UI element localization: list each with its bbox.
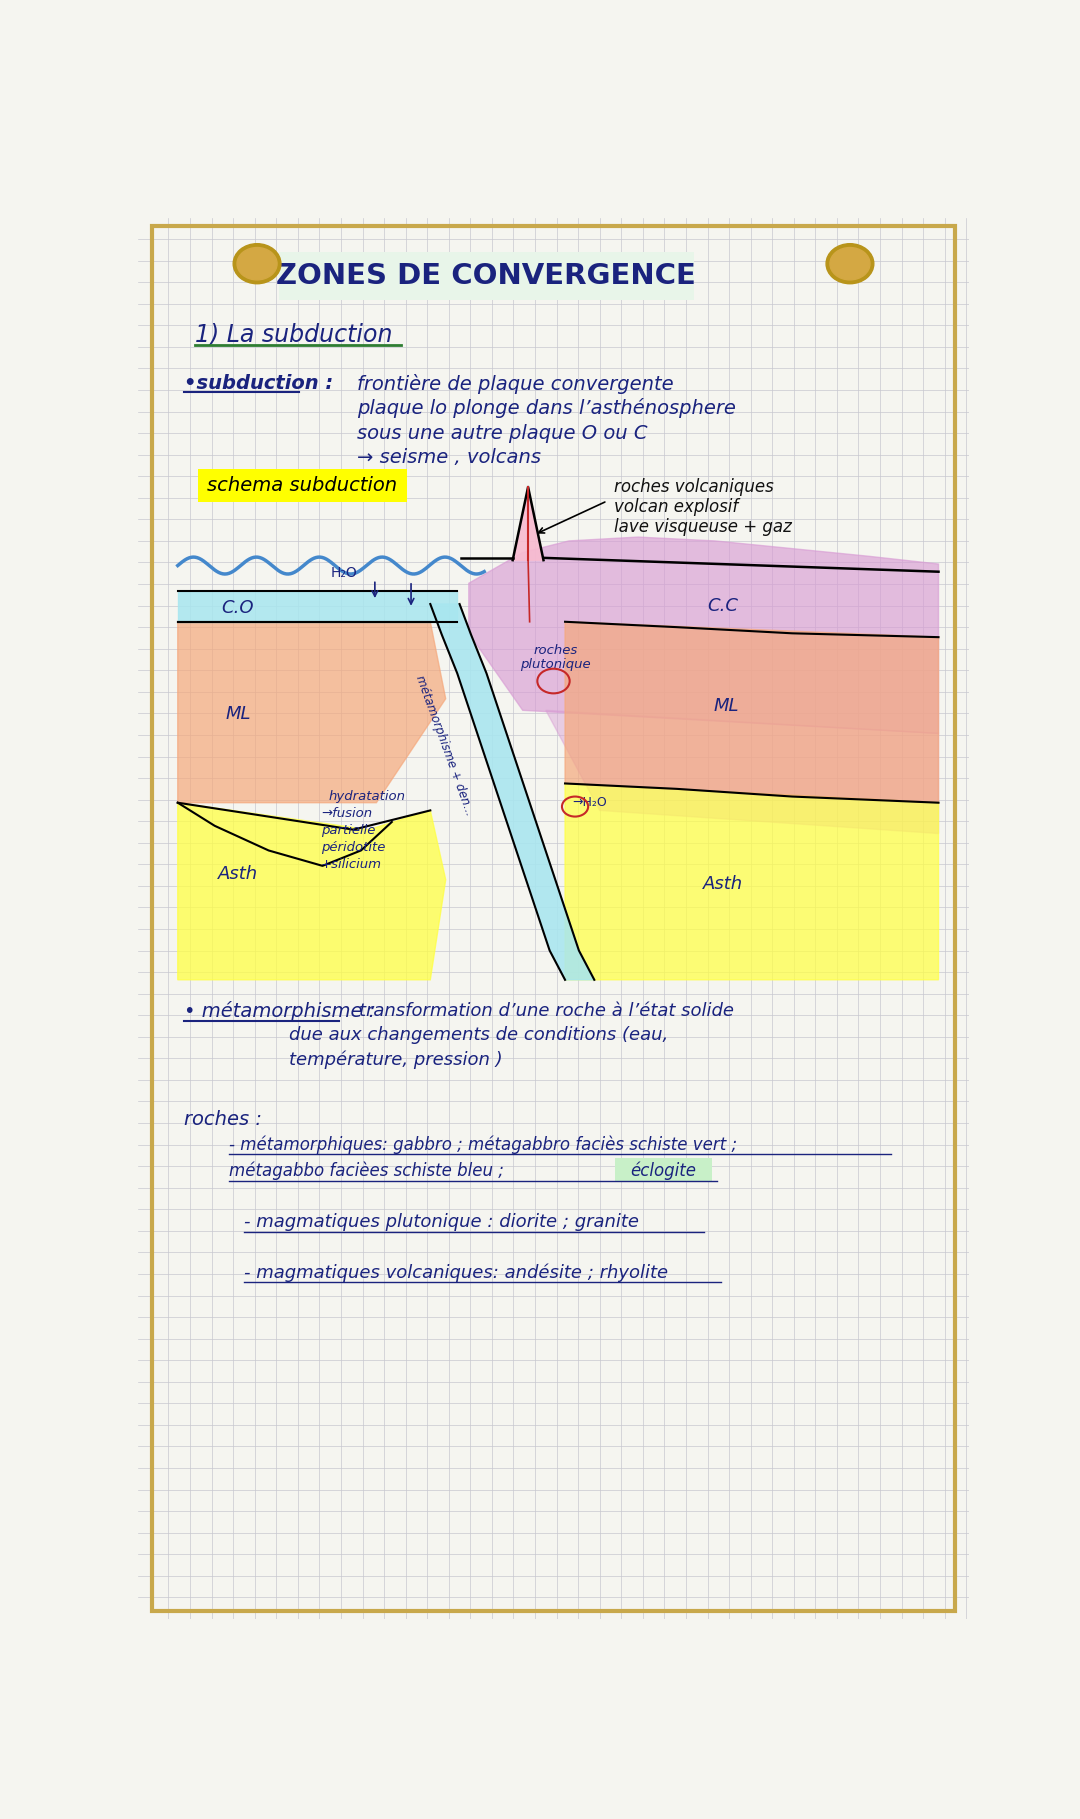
Text: volcan explosif: volcan explosif [613, 498, 738, 517]
Ellipse shape [826, 244, 874, 284]
Text: - métamorphiques: gabbro ; métagabbro faciès schiste vert ;: - métamorphiques: gabbro ; métagabbro fa… [229, 1135, 737, 1153]
Polygon shape [513, 487, 543, 560]
Text: - magmatiques volcaniques: andésite ; rhyolite: - magmatiques volcaniques: andésite ; rh… [244, 1262, 669, 1282]
Text: frontière de plaque convergente: frontière de plaque convergente [357, 375, 674, 395]
Text: sous une autre plaque O ou C: sous une autre plaque O ou C [357, 424, 648, 442]
Text: - magmatiques plutonique : diorite ; granite: - magmatiques plutonique : diorite ; gra… [244, 1213, 639, 1231]
Text: C.O: C.O [221, 598, 254, 617]
Text: éclogite: éclogite [631, 1162, 697, 1181]
Text: plaque lo plonge dans l’asthénosphere: plaque lo plonge dans l’asthénosphere [357, 398, 737, 418]
Text: schema subduction: schema subduction [207, 477, 397, 495]
Text: plutonique: plutonique [521, 658, 591, 671]
Text: → seisme , volcans: → seisme , volcans [357, 447, 541, 467]
Polygon shape [178, 802, 446, 980]
Text: roches :: roches : [184, 1110, 261, 1130]
Text: hydratation: hydratation [328, 789, 406, 802]
FancyBboxPatch shape [198, 469, 407, 502]
Ellipse shape [829, 247, 870, 280]
Polygon shape [430, 604, 594, 980]
Text: • métamorphisme :: • métamorphisme : [184, 1000, 375, 1020]
Text: métagabbo facièes schiste bleu ;: métagabbo facièes schiste bleu ; [229, 1162, 509, 1181]
Polygon shape [178, 591, 457, 622]
Text: lave visqueuse + gaz: lave visqueuse + gaz [613, 518, 792, 537]
Text: transformation d’une roche à l’état solide: transformation d’une roche à l’état soli… [360, 1002, 734, 1020]
Text: ZONES DE CONVERGENCE: ZONES DE CONVERGENCE [275, 262, 696, 289]
FancyBboxPatch shape [616, 1159, 712, 1182]
Text: →fusion: →fusion [321, 808, 373, 820]
Text: Asth: Asth [703, 875, 743, 893]
Text: C.C: C.C [707, 597, 739, 615]
Text: température, pression ): température, pression ) [288, 1051, 502, 1070]
Text: roches volcaniques: roches volcaniques [613, 478, 773, 497]
Text: péridotite: péridotite [321, 840, 386, 853]
Polygon shape [565, 622, 939, 802]
Polygon shape [545, 709, 939, 833]
Text: due aux changements de conditions (eau,: due aux changements de conditions (eau, [288, 1026, 667, 1044]
Text: H₂O: H₂O [330, 566, 357, 580]
Text: ML: ML [714, 697, 740, 715]
Text: •subduction :: •subduction : [184, 375, 333, 393]
Text: ML: ML [225, 706, 251, 724]
Ellipse shape [237, 247, 278, 280]
Polygon shape [565, 784, 939, 980]
Text: Asth: Asth [218, 864, 258, 882]
Text: →H₂O: →H₂O [572, 797, 607, 809]
Text: 1) La subduction: 1) La subduction [195, 322, 393, 347]
Text: métamorphisme + den...: métamorphisme + den... [413, 673, 475, 817]
Polygon shape [469, 537, 939, 733]
Ellipse shape [233, 244, 281, 284]
Polygon shape [178, 622, 446, 802]
FancyBboxPatch shape [279, 253, 693, 300]
Text: roches: roches [534, 644, 578, 657]
Text: +silicium: +silicium [321, 859, 382, 871]
Text: partielle: partielle [321, 824, 376, 837]
